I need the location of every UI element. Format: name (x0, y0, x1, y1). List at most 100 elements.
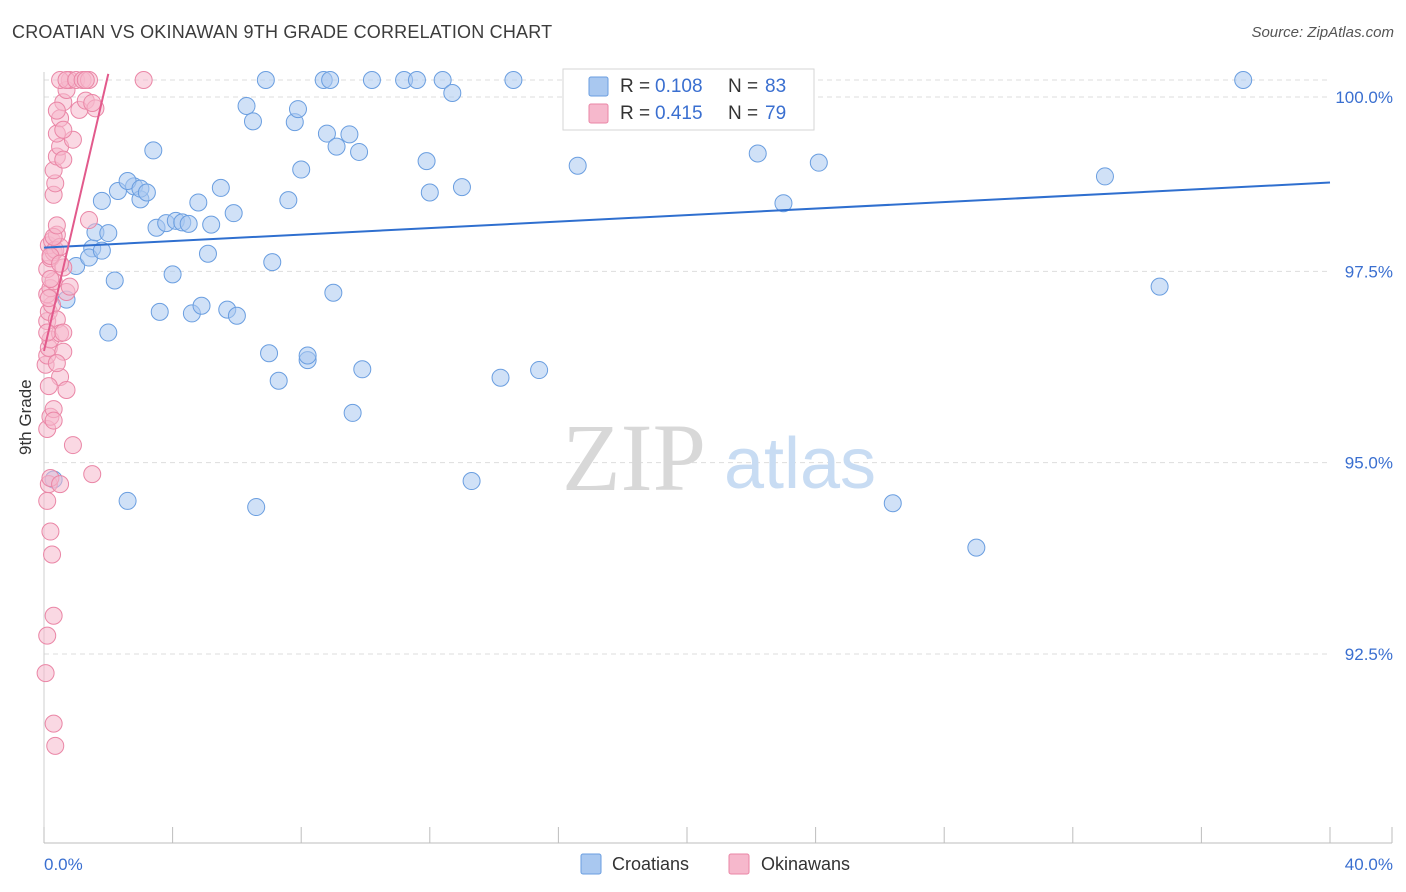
croatian-point (144, 141, 163, 160)
okinawan-point (76, 71, 95, 89)
croatian-point (256, 71, 275, 89)
okinawan-point (134, 71, 153, 89)
legend-n-value: 79 (765, 103, 786, 124)
croatian-point (420, 183, 439, 202)
chart-source: Source: ZipAtlas.com (1251, 24, 1394, 41)
okinawan-point (47, 354, 66, 373)
legend-r-label: R = (620, 103, 650, 124)
croatian-point (118, 491, 137, 510)
croatian-point (99, 224, 118, 243)
trend-line-okinawans (43, 73, 110, 352)
croatian-point (433, 71, 452, 89)
croatian-point (179, 214, 198, 233)
okinawan-point (44, 411, 63, 430)
okinawan-point (47, 216, 66, 235)
croatian-point (150, 302, 169, 321)
okinawan-point (54, 323, 73, 342)
croatian-point (92, 241, 111, 260)
croatian-point (353, 360, 372, 379)
croatian-point (1150, 277, 1169, 296)
croatian-point (417, 152, 436, 171)
okinawan-point (60, 277, 79, 296)
croatian-point (967, 538, 986, 557)
croatian-point (260, 344, 279, 363)
series-okinawans (36, 71, 153, 755)
okinawan-point (44, 714, 63, 733)
croatian-point (504, 71, 523, 89)
series-croatians (44, 71, 1253, 557)
croatian-point (211, 178, 230, 197)
croatian-point (269, 371, 288, 390)
croatian-point (883, 494, 902, 513)
croatian-point (279, 191, 298, 210)
legend-swatch (588, 76, 609, 97)
croatian-point (189, 193, 208, 212)
croatian-point (530, 361, 549, 380)
croatian-point (327, 137, 346, 156)
croatian-point (321, 71, 340, 89)
croatian-point (809, 153, 828, 172)
croatian-point (263, 253, 282, 272)
okinawan-point (39, 289, 58, 308)
legend-swatch (580, 853, 602, 875)
croatian-point (362, 71, 381, 89)
okinawan-point (41, 522, 60, 541)
okinawan-point (41, 269, 60, 288)
okinawan-point (43, 545, 62, 564)
croatian-point (224, 204, 243, 223)
okinawan-point (80, 211, 99, 230)
bottom-legend: Croatians Okinawans (580, 853, 850, 875)
croatian-point (324, 283, 343, 302)
croatian-point (343, 403, 362, 422)
croatian-point (237, 97, 256, 116)
croatian-point (288, 100, 307, 119)
okinawan-point (46, 736, 65, 755)
croatian-point (452, 178, 471, 197)
croatian-point (491, 368, 510, 387)
croatian-point (407, 71, 426, 89)
x-tick-label-min: 0.0% (44, 855, 83, 874)
croatian-point (748, 144, 767, 163)
croatian-point (340, 125, 359, 144)
okinawan-point (38, 626, 57, 645)
croatian-point (137, 183, 156, 202)
y-tick-label: 92.5% (1345, 645, 1393, 664)
croatian-point (1095, 167, 1114, 186)
croatian-point (92, 191, 111, 210)
croatian-point (774, 194, 793, 213)
croatian-point (202, 215, 221, 234)
legend-n-value: 83 (765, 76, 786, 97)
croatian-point (317, 124, 336, 143)
croatian-point (568, 156, 587, 175)
okinawan-point (54, 120, 73, 139)
legend-swatch (588, 103, 609, 124)
y-tick-label: 100.0% (1335, 88, 1393, 107)
legend-swatch (728, 853, 750, 875)
croatian-point (163, 265, 182, 284)
okinawan-point (57, 380, 76, 399)
okinawan-point (44, 606, 63, 625)
croatian-point (227, 306, 246, 325)
legend-entry-croatians: Croatians (612, 854, 689, 874)
x-tick-label-max: 40.0% (1345, 855, 1393, 874)
okinawan-point (47, 101, 66, 120)
croatian-point (243, 112, 262, 131)
y-tick-label: 97.5% (1345, 262, 1393, 281)
croatian-point (298, 346, 317, 365)
croatian-point (192, 296, 211, 315)
croatian-point (198, 244, 217, 263)
legend: R = 0.108 N = 83 R = 0.415 N = 79 (562, 68, 815, 131)
croatian-point (99, 323, 118, 342)
gridlines: 100.0% 97.5% 95.0% 92.5% (44, 79, 1393, 664)
croatian-point (1234, 71, 1253, 89)
croatian-point (247, 498, 266, 517)
croatian-point (462, 472, 481, 491)
croatian-point (443, 84, 462, 103)
watermark: ZIP atlas (562, 404, 876, 511)
watermark-zip: ZIP (562, 404, 706, 511)
croatian-point (105, 271, 124, 290)
legend-entry-okinawans: Okinawans (761, 854, 850, 874)
legend-r-value: 0.108 (655, 76, 703, 97)
watermark-atlas: atlas (724, 424, 876, 504)
